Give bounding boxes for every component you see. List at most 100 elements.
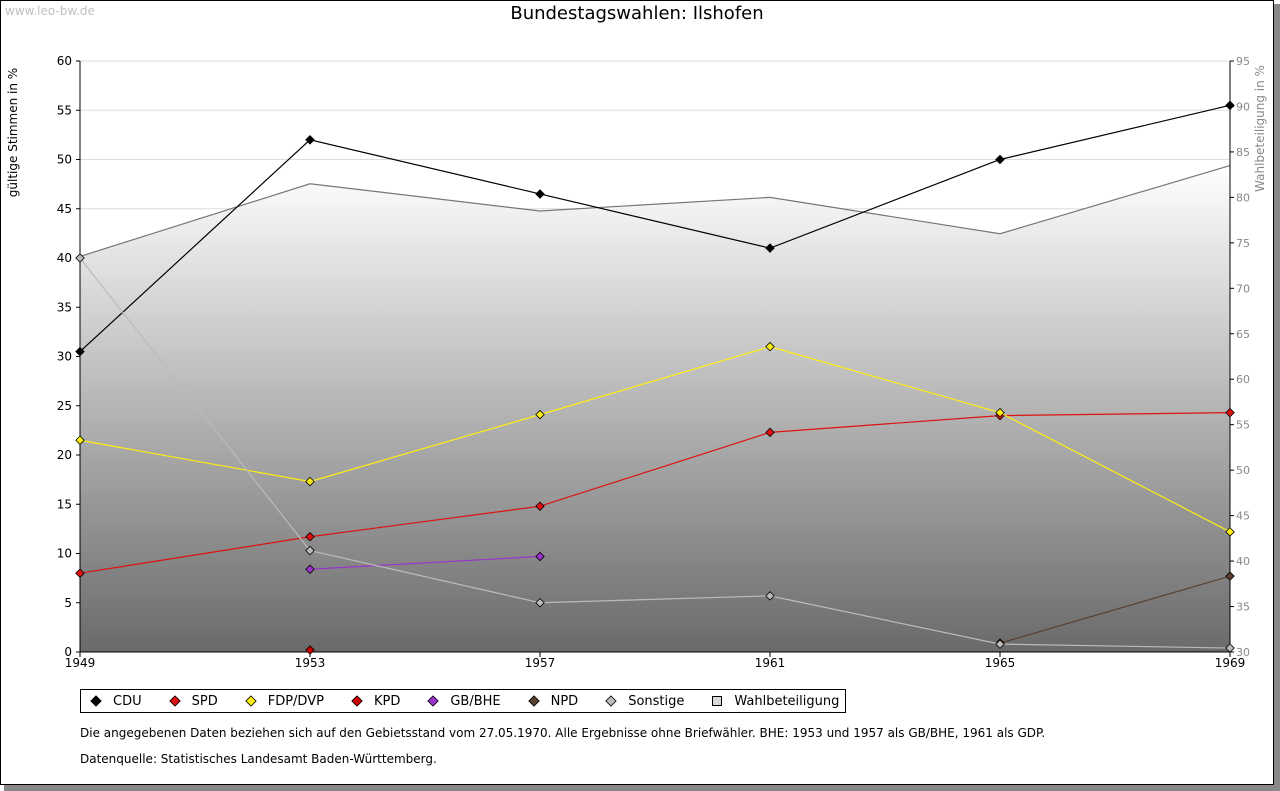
y2-tick-label-60: 60 — [1236, 373, 1250, 386]
legend-item-kpd: KPD — [346, 694, 400, 709]
point-spd-1961 — [765, 427, 775, 438]
footnote-text: Die angegebenen Daten beziehen sich auf … — [80, 726, 1046, 740]
legend-marker-icon — [527, 695, 540, 707]
legend-label: FDP/DVP — [267, 693, 324, 709]
legend-item-sonstige: Sonstige — [600, 694, 684, 709]
y2-tick-label-80: 80 — [1236, 191, 1250, 204]
y-tick-label-45: 45 — [57, 202, 72, 216]
legend-label: CDU — [113, 693, 142, 709]
turnout-area — [80, 165, 1230, 653]
y2-tick-label-45: 45 — [1236, 510, 1250, 523]
legend-marker-icon — [245, 695, 257, 707]
point-fdp-dvp-1949 — [75, 435, 85, 445]
legend-item-cdu: CDU — [85, 694, 142, 709]
y2-tick-label-90: 90 — [1236, 100, 1250, 113]
point-spd-1949 — [75, 568, 85, 578]
y-tick-label-10: 10 — [57, 547, 72, 561]
source-text: Datenquelle: Statistisches Landesamt Bad… — [80, 752, 437, 766]
x-tick-label-1949: 1949 — [65, 656, 96, 670]
legend-label: KPD — [373, 693, 401, 709]
y2-axis-title: Wahlbeteiligung in % — [1253, 65, 1267, 192]
x-tick-label-1957: 1957 — [525, 656, 556, 670]
y-tick-label-40: 40 — [57, 251, 72, 265]
point-gb-bhe-1953 — [305, 564, 315, 575]
point-cdu-1961 — [765, 243, 775, 253]
legend-marker-icon — [427, 695, 439, 707]
legend-item-gb-bhe: GB/BHE — [422, 693, 501, 709]
legend-label: SPD — [191, 693, 218, 709]
point-cdu-1953 — [305, 135, 315, 145]
series-line-gb-bhe — [309, 555, 541, 570]
point-sonstige-1961 — [765, 591, 775, 601]
y2-tick-label-70: 70 — [1236, 282, 1250, 295]
y2-tick-label-35: 35 — [1236, 601, 1250, 614]
frame-shadow-bottom — [4, 785, 1280, 791]
point-kpd-1953 — [305, 645, 315, 655]
y2-tick-label-30: 30 — [1236, 646, 1250, 659]
y2-tick-label-65: 65 — [1236, 328, 1250, 341]
point-sonstige-1953 — [305, 545, 315, 556]
y2-tick-label-55: 55 — [1236, 419, 1250, 432]
y-tick-label-0: 0 — [64, 645, 72, 659]
point-sonstige-1969 — [1225, 643, 1235, 653]
legend-marker-icon — [712, 696, 723, 706]
series-line-npd — [999, 575, 1231, 644]
legend-marker-icon — [351, 695, 363, 707]
y-tick-label-35: 35 — [57, 300, 72, 314]
point-npd-1969 — [1225, 571, 1235, 581]
point-fdp-dvp-1965 — [995, 407, 1005, 418]
legend-label: Sonstige — [628, 693, 685, 709]
point-cdu-1965 — [995, 154, 1005, 165]
point-spd-1953 — [305, 531, 315, 542]
point-sonstige-1965 — [995, 639, 1005, 649]
y-tick-label-55: 55 — [57, 103, 72, 117]
point-fdp-dvp-1969 — [1225, 527, 1235, 537]
legend-marker-icon — [605, 695, 617, 707]
legend-item-wahlbeteiligung: Wahlbeteiligung — [706, 694, 839, 709]
y-tick-label-60: 60 — [57, 54, 72, 68]
point-gb-bhe-1957 — [535, 551, 545, 562]
y2-tick-label-40: 40 — [1236, 555, 1250, 568]
y2-tick-label-95: 95 — [1236, 55, 1250, 68]
x-tick-label-1953: 1953 — [295, 656, 326, 670]
chart-legend: CDU SPD FDP/DVP KPD GB/BHE NPD Sonstige Wahlbet… — [80, 689, 847, 713]
legend-label: Wahlbeteiligung — [734, 693, 840, 709]
x-tick-label-1965: 1965 — [985, 656, 1016, 670]
turnout-line — [79, 164, 1231, 258]
y-tick-label-20: 20 — [57, 448, 72, 462]
series-line-sonstige — [79, 257, 1231, 649]
legend-label: NPD — [550, 693, 579, 709]
point-sonstige-1949 — [75, 253, 85, 263]
legend-marker-icon — [168, 695, 181, 707]
y-axis-title: gültige Stimmen in % — [6, 68, 20, 197]
point-sonstige-1957 — [535, 597, 545, 608]
point-fdp-dvp-1957 — [535, 409, 545, 420]
legend-item-fdp-dvp: FDP/DVP — [240, 694, 324, 709]
y-tick-label-25: 25 — [57, 399, 72, 413]
watermark: www.leo-bw.de — [5, 4, 95, 18]
y-tick-label-5: 5 — [64, 596, 72, 610]
y-tick-label-15: 15 — [57, 497, 72, 511]
y-tick-label-30: 30 — [57, 350, 72, 364]
x-tick-label-1961: 1961 — [755, 656, 786, 670]
series-line-cdu — [79, 104, 1231, 353]
legend-marker-icon — [90, 695, 102, 707]
chart-title: Bundestagswahlen: Ilshofen — [510, 3, 764, 24]
point-fdp-dvp-1953 — [305, 476, 315, 487]
point-cdu-1969 — [1225, 100, 1235, 111]
y2-tick-label-75: 75 — [1236, 237, 1250, 250]
legend-item-spd: SPD — [164, 694, 218, 709]
y2-tick-label-85: 85 — [1236, 146, 1250, 159]
point-fdp-dvp-1961 — [765, 341, 775, 352]
series-line-fdp-dvp — [79, 346, 1231, 533]
legend-label: GB/BHE — [450, 693, 501, 709]
y-tick-label-50: 50 — [57, 153, 72, 167]
point-cdu-1949 — [75, 346, 85, 357]
point-cdu-1957 — [535, 189, 545, 199]
point-spd-1957 — [535, 501, 545, 511]
frame-shadow-right — [1274, 4, 1280, 791]
point-spd-1969 — [1225, 407, 1235, 418]
legend-item-npd: NPD — [523, 693, 579, 709]
x-tick-label-1969: 1969 — [1215, 656, 1246, 670]
